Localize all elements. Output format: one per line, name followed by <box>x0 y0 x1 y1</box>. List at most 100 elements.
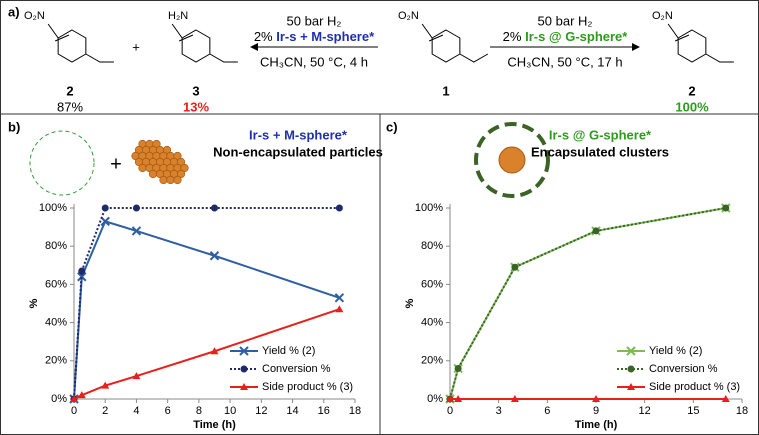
series-line <box>449 207 726 400</box>
x-tick-label: 9 <box>593 405 599 417</box>
particle <box>166 175 175 185</box>
marker <box>132 204 140 212</box>
legend-label: Yield % (2) <box>262 345 315 357</box>
x-tick-label: 16 <box>318 405 330 417</box>
y-tick-label: 20% <box>421 355 443 367</box>
legend-marker <box>626 346 636 356</box>
ring <box>677 29 707 63</box>
legend-label: Side product % (3) <box>649 381 740 393</box>
marker-stroke <box>239 346 249 356</box>
marker <box>510 395 519 402</box>
marker <box>454 395 463 402</box>
x-tick-label: 8 <box>196 405 202 417</box>
group-label: O₂N <box>652 10 673 22</box>
marker <box>722 204 730 212</box>
y-tick-label: 60% <box>421 278 443 290</box>
bond <box>54 34 70 42</box>
molecule-drawings <box>47 23 734 63</box>
particle <box>180 163 189 173</box>
x-tick-label: 15 <box>687 405 699 417</box>
x-tick-label: 10 <box>224 405 236 417</box>
marker <box>511 263 519 271</box>
marker <box>454 364 462 372</box>
bond <box>47 23 59 39</box>
conditions: CH₃CN, 50 °C, 4 h <box>260 54 368 69</box>
x-tick-label: 12 <box>639 405 651 417</box>
loading: 2% <box>254 29 273 44</box>
y-tick-label: 40% <box>45 317 67 329</box>
legend-label: Side product % (3) <box>262 381 353 393</box>
catalyst-line: 2% Ir-s @ G-sphere* <box>503 29 629 44</box>
particle <box>138 163 147 173</box>
panel-label: b) <box>8 119 20 134</box>
marker <box>721 395 730 402</box>
marker-stroke <box>626 346 636 356</box>
chart-subtitle: Encapsulated clusters <box>531 144 669 159</box>
x-tick-label: 6 <box>544 405 550 417</box>
chart-title: Ir-s + M-sphere* <box>249 127 348 142</box>
marker <box>101 204 109 212</box>
x-axis-label: Time (h) <box>575 419 618 431</box>
yield: 13% <box>183 99 209 114</box>
capsule-illustration <box>474 122 550 198</box>
marker <box>592 395 600 402</box>
arrow-head <box>632 43 640 51</box>
y-tick-label: 100% <box>39 202 67 214</box>
legend-marker <box>240 383 248 390</box>
ring <box>181 29 211 63</box>
yield: 87% <box>57 99 83 114</box>
sphere-illustration <box>29 130 95 196</box>
bond <box>667 23 679 39</box>
marker <box>209 251 220 261</box>
chart-subtitle: Non-encapsulated particles <box>213 144 383 159</box>
marker-stroke <box>100 216 110 227</box>
legend-marker <box>627 365 635 373</box>
compound-number: 1 <box>442 83 449 98</box>
loading: 2% <box>503 29 522 44</box>
marker <box>446 395 454 402</box>
bond <box>421 23 433 39</box>
group-label: H₂N <box>168 10 188 22</box>
panel-label: c) <box>386 119 398 134</box>
compound-number: 2 <box>66 83 73 98</box>
marker <box>131 226 142 236</box>
legend-marker <box>240 365 248 373</box>
x-tick-label: 18 <box>736 405 748 417</box>
marker <box>77 391 86 399</box>
bond <box>705 53 734 63</box>
x-tick-label: 0 <box>447 405 453 417</box>
marker <box>335 204 343 212</box>
particle <box>152 139 161 149</box>
x-tick-label: 14 <box>286 405 298 417</box>
x-tick-label: 2 <box>102 405 108 417</box>
y-tick-label: 80% <box>421 240 443 252</box>
marker <box>210 347 219 355</box>
y-tick-label: 0% <box>427 393 443 405</box>
marker-stroke <box>209 251 220 261</box>
particle <box>173 175 182 185</box>
marker <box>132 372 141 380</box>
yield: 100% <box>675 99 709 114</box>
bond <box>85 53 114 63</box>
chart-title: Ir-s @ G-sphere* <box>549 127 652 142</box>
marker <box>78 267 86 275</box>
particle <box>159 175 168 185</box>
y-axis-label: % <box>404 298 416 308</box>
particle <box>173 151 182 161</box>
compound-number: 2 <box>688 83 695 98</box>
legend-marker <box>627 383 635 390</box>
y-axis-label: % <box>28 298 40 308</box>
catalyst: Ir-s @ G-sphere* <box>525 29 628 44</box>
ring <box>57 29 87 63</box>
marker <box>77 272 87 282</box>
y-tick-label: 0% <box>51 393 67 405</box>
y-tick-label: 80% <box>45 240 67 252</box>
x-tick-label: 0 <box>71 405 77 417</box>
series-line <box>73 220 340 400</box>
legend-label: Conversion % <box>262 363 331 375</box>
marker-stroke <box>77 272 87 282</box>
x-axis-label: Time (h) <box>193 419 236 431</box>
x-tick-label: 6 <box>165 405 171 417</box>
marker <box>592 227 600 235</box>
